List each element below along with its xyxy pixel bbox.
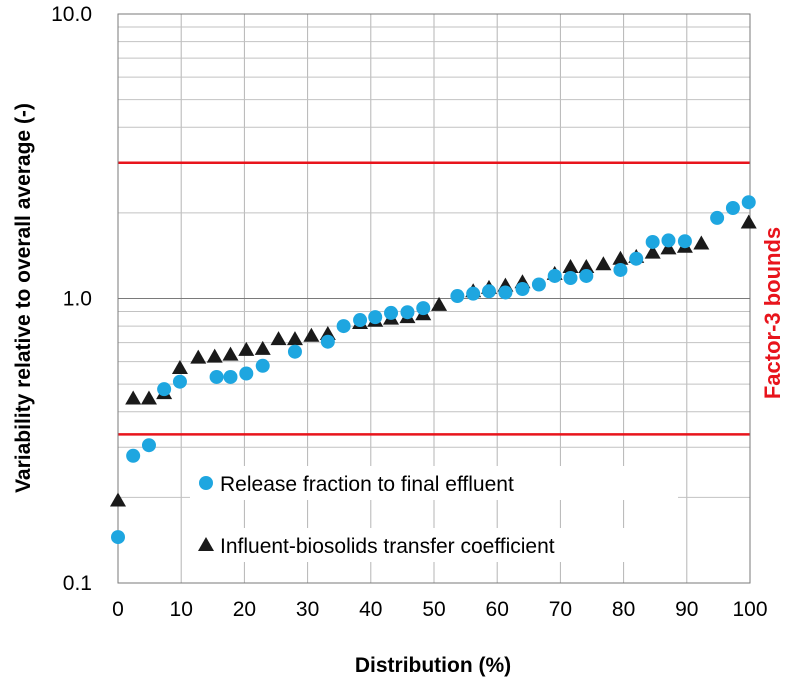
data-point-circle bbox=[613, 262, 628, 277]
data-point-triangle bbox=[595, 256, 612, 271]
data-point-circle bbox=[629, 251, 644, 266]
y-tick-label: 0.1 bbox=[63, 572, 92, 595]
data-point-circle bbox=[111, 530, 125, 545]
x-axis-title: Distribution (%) bbox=[355, 654, 511, 677]
data-point-triangle bbox=[110, 492, 126, 507]
data-point-circle bbox=[579, 268, 594, 283]
data-point-circle bbox=[531, 277, 546, 292]
data-point-circle bbox=[172, 374, 187, 389]
factor-3-bounds bbox=[118, 161, 750, 436]
legend-entry-background bbox=[190, 466, 678, 500]
data-point-triangle bbox=[644, 244, 661, 259]
data-point-circle bbox=[126, 448, 141, 463]
factor-3-bounds-label: Factor-3 bounds bbox=[760, 227, 785, 399]
y-axis-title: Variability relative to overall average … bbox=[12, 103, 35, 493]
plot-frame bbox=[117, 13, 751, 584]
data-point-circle bbox=[416, 301, 431, 316]
data-point-circle bbox=[710, 210, 725, 225]
data-point-circle bbox=[450, 289, 465, 304]
data-point-triangle bbox=[740, 214, 757, 229]
data-point-triangle bbox=[431, 296, 448, 311]
axes: 0 10 20 30 40 50 60 70 80 90 100 0.1 1.0 10.0 bbox=[51, 3, 767, 621]
data-point-triangle bbox=[206, 348, 223, 363]
x-tick-label: 20 bbox=[233, 598, 256, 621]
data-point-triangle bbox=[693, 235, 710, 250]
data-point-triangle bbox=[612, 250, 629, 265]
x-tick-label: 90 bbox=[675, 598, 698, 621]
legend-marker-triangle bbox=[198, 537, 214, 551]
data-point-circle bbox=[725, 201, 740, 216]
legend-marker-circle bbox=[199, 476, 213, 490]
legend: Release fraction to final effluent Influe… bbox=[190, 466, 678, 562]
data-point-circle bbox=[223, 369, 238, 384]
data-point-circle bbox=[677, 234, 692, 249]
data-point-circle bbox=[645, 234, 660, 249]
data-point-triangle bbox=[562, 259, 579, 274]
x-tick-label: 50 bbox=[422, 598, 445, 621]
legend-label: Release fraction to final effluent bbox=[220, 473, 514, 496]
data-point-circle bbox=[353, 313, 368, 328]
data-point-triangle bbox=[238, 341, 255, 356]
x-tick-label: 40 bbox=[359, 598, 382, 621]
x-tick-label: 70 bbox=[549, 598, 572, 621]
data-point-circle bbox=[515, 281, 530, 296]
data-point-circle bbox=[563, 271, 578, 286]
data-point-circle bbox=[661, 233, 676, 248]
data-point-triangle bbox=[222, 346, 239, 361]
data-point-circle bbox=[320, 334, 335, 349]
data-point-triangle bbox=[125, 390, 142, 405]
x-tick-label: 60 bbox=[486, 598, 509, 621]
x-tick-label: 10 bbox=[170, 598, 193, 621]
data-point-triangle bbox=[286, 331, 303, 346]
data-point-triangle bbox=[254, 340, 271, 355]
x-tick-label: 30 bbox=[296, 598, 319, 621]
data-point-circle bbox=[741, 195, 756, 210]
data-point-circle bbox=[400, 305, 415, 320]
y-tick-label: 1.0 bbox=[63, 288, 92, 311]
data-point-circle bbox=[141, 438, 156, 453]
data-point-triangle bbox=[303, 327, 320, 342]
data-point-circle bbox=[466, 286, 481, 301]
x-tick-label: 100 bbox=[732, 598, 767, 621]
series-circle bbox=[111, 195, 756, 545]
legend-label: Influent-biosolids transfer coefficient bbox=[220, 535, 555, 558]
data-point-triangle bbox=[270, 331, 287, 346]
data-point-circle bbox=[255, 358, 270, 373]
data-point-circle bbox=[547, 268, 562, 283]
data-point-triangle bbox=[190, 349, 207, 364]
data-point-circle bbox=[157, 382, 172, 397]
data-point-triangle bbox=[171, 359, 188, 374]
data-point-circle bbox=[209, 369, 224, 384]
x-tick-label: 80 bbox=[612, 598, 635, 621]
data-point-circle bbox=[336, 319, 351, 334]
data-point-circle bbox=[287, 344, 302, 359]
data-point-circle bbox=[498, 285, 513, 300]
data-point-circle bbox=[239, 366, 254, 381]
x-tick-label: 0 bbox=[112, 598, 124, 621]
data-point-circle bbox=[481, 284, 496, 299]
y-tick-label: 10.0 bbox=[51, 3, 92, 26]
data-series bbox=[110, 195, 757, 545]
data-point-triangle bbox=[578, 259, 595, 274]
data-point-circle bbox=[384, 305, 399, 320]
legend-entry-background bbox=[190, 528, 678, 562]
data-point-triangle bbox=[140, 390, 157, 405]
data-point-circle bbox=[368, 310, 383, 325]
